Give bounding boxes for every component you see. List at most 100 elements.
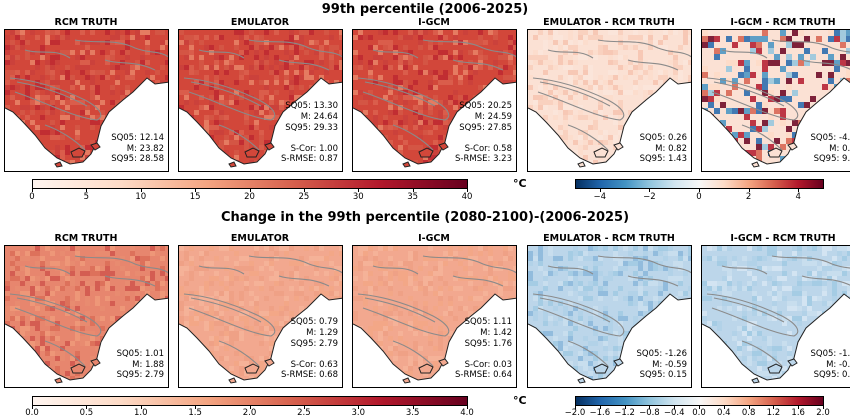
colorbar-tick <box>140 189 142 192</box>
stat-line: M: 23.82 <box>126 143 164 154</box>
colorbar-tick-label: 20 <box>244 192 255 202</box>
colorbar-tick-label: 0.4 <box>717 408 731 418</box>
islands <box>402 142 449 168</box>
islands <box>54 358 101 384</box>
stat-line: SQ05: 0.26 <box>639 133 687 144</box>
colorbar-tick-label: 4 <box>795 192 801 202</box>
colorbar-tick-label: 0.8 <box>741 408 756 418</box>
panel-title: RCM TRUTH <box>54 17 118 28</box>
colorbar-tick <box>649 406 651 409</box>
stat-line: M: 1.42 <box>480 328 512 339</box>
stat-line: SQ95: 1.76 <box>464 338 512 349</box>
colorbar-tick-label: −0.8 <box>639 408 660 418</box>
colorbar-tick-label: 15 <box>189 192 201 202</box>
stat-line: SQ95: 1.43 <box>639 154 687 165</box>
colorbar-tick <box>358 406 360 409</box>
stat-line: S-Cor: 0.03 <box>464 359 512 370</box>
islands <box>228 142 275 168</box>
panel-title: EMULATOR - RCM TRUTH <box>543 233 675 244</box>
map-panel: SQ05: 0.79 M: 1.29 SQ95: 2.79 S-Cor: 0.63 S… <box>178 245 343 388</box>
map-panel: SQ05: -1.26 M: -0.59 SQ95: 0.15 <box>527 245 692 388</box>
colorbar-tick-label: 0.5 <box>79 408 94 418</box>
stat-line: S-RMSE: 0.64 <box>455 370 512 381</box>
map-panel: SQ05: 12.14 M: 23.82 SQ95: 28.58 <box>4 29 169 172</box>
colorbar-tick <box>358 189 360 192</box>
stats-box: SQ05: 12.14 M: 23.82 SQ95: 28.58 <box>111 133 164 165</box>
colorbar-tick-label: 2 <box>745 192 752 202</box>
panel-title: I-GCM - RCM TRUTH <box>730 233 836 244</box>
stat-line: SQ95: 0.15 <box>639 370 687 381</box>
stats-box: SQ05: 1.01 M: 1.88 SQ95: 2.79 <box>117 349 164 381</box>
stat-line: S-RMSE: 3.23 <box>455 154 512 165</box>
islands <box>402 358 449 384</box>
panel-title: EMULATOR - RCM TRUTH <box>543 17 675 28</box>
contour-lines <box>357 255 516 367</box>
colorbar-tick-label: 2.0 <box>242 408 257 418</box>
stat-line: M: 1.29 <box>306 328 338 339</box>
colorbar-tick-label: −4 <box>593 192 607 202</box>
colorbar-tick <box>773 406 775 409</box>
map-panel: SQ05: 0.26 M: 0.82 SQ95: 1.43 <box>527 29 692 172</box>
colorbar-tick <box>467 189 468 192</box>
colorbar-tick <box>748 406 750 409</box>
map-panel: SQ05: 20.25 M: 24.59 SQ95: 27.85 S-Cor: 0.… <box>352 29 517 172</box>
colorbar-tick-label: 40 <box>461 192 473 202</box>
stat-line: SQ05: 20.25 <box>459 101 512 112</box>
stat-line: SQ05: -4.63 <box>810 133 850 144</box>
colorbar-tick <box>249 189 251 192</box>
stat-line: SQ95: 9.38 <box>813 154 850 165</box>
colorbar-tick <box>699 406 700 409</box>
colorbar-tick <box>86 406 88 409</box>
stat-line: S-RMSE: 0.68 <box>281 370 338 381</box>
colorbar-tick <box>412 189 414 192</box>
colorbar-tick-label: 1.6 <box>791 408 805 418</box>
colorbar-tick-label: 1.5 <box>188 408 202 418</box>
stat-line: SQ95: 28.58 <box>111 154 164 165</box>
panel-title: I-GCM - RCM TRUTH <box>730 17 836 28</box>
islands <box>228 358 275 384</box>
colorbar-tick-label: 35 <box>407 192 419 202</box>
colorbar-tick-label: −0.4 <box>663 408 685 418</box>
stats-box: SQ05: -1.26 M: -0.59 SQ95: 0.15 <box>637 349 687 381</box>
colorbar-tick <box>32 406 33 409</box>
colorbar-tick-label: 0 <box>696 192 702 202</box>
colorbar-tick <box>649 189 651 192</box>
colorbar-tick <box>32 189 33 192</box>
panel-title: EMULATOR <box>230 233 290 244</box>
colorbar-tick <box>748 189 750 192</box>
colorbar-unit: °C <box>513 394 527 407</box>
row1-title: 99th percentile (2006-2025) <box>321 2 529 17</box>
colorbar-tick <box>140 406 142 409</box>
colorbar-tick-label: 4.0 <box>460 408 474 418</box>
stat-line <box>281 349 338 360</box>
colorbar-tick-label: 2.5 <box>297 408 311 418</box>
contour-lines <box>357 39 516 151</box>
colorbar-tick <box>303 406 305 409</box>
colorbar-tick <box>195 406 197 409</box>
stat-line: SQ95: 0.48 <box>813 370 850 381</box>
colorbar-tick-label: 3.0 <box>351 408 366 418</box>
panel-title: RCM TRUTH <box>54 233 118 244</box>
colorbar-tick <box>86 189 88 192</box>
colorbar-tick <box>303 189 305 192</box>
islands <box>751 358 798 384</box>
stats-box: SQ05: 1.11 M: 1.42 SQ95: 1.76 S-Cor: 0.03 S… <box>455 317 512 381</box>
colorbar-tick <box>575 406 576 409</box>
panel-title: I-GCM <box>418 17 450 28</box>
stat-line: SQ95: 27.85 <box>459 122 512 133</box>
colorbar-tick <box>599 406 601 409</box>
islands <box>577 142 624 168</box>
map-panel: SQ05: -1.35M: -0.47SQ95: 0.48 <box>701 245 850 388</box>
stat-line: SQ95: 2.79 <box>116 370 164 381</box>
stats-box: SQ05: 13.30 M: 24.64 SQ95: 29.33 S-Cor: 1.… <box>281 101 338 165</box>
stat-line: SQ05: 13.30 <box>285 101 338 112</box>
stat-line: M: 0.77 <box>829 143 850 154</box>
colorbar-tick <box>798 189 800 192</box>
colorbar-tick-label: 2.0 <box>816 408 830 418</box>
stat-line: M: 24.64 <box>300 112 338 123</box>
stat-line: M: -0.47 <box>826 359 850 370</box>
stat-line: S-Cor: 0.63 <box>290 359 338 370</box>
colorbar-tick-label: −1.2 <box>614 408 635 418</box>
colorbar-tick-label: 1.2 <box>766 408 781 418</box>
colorbar-tick-label: 5 <box>83 192 90 202</box>
